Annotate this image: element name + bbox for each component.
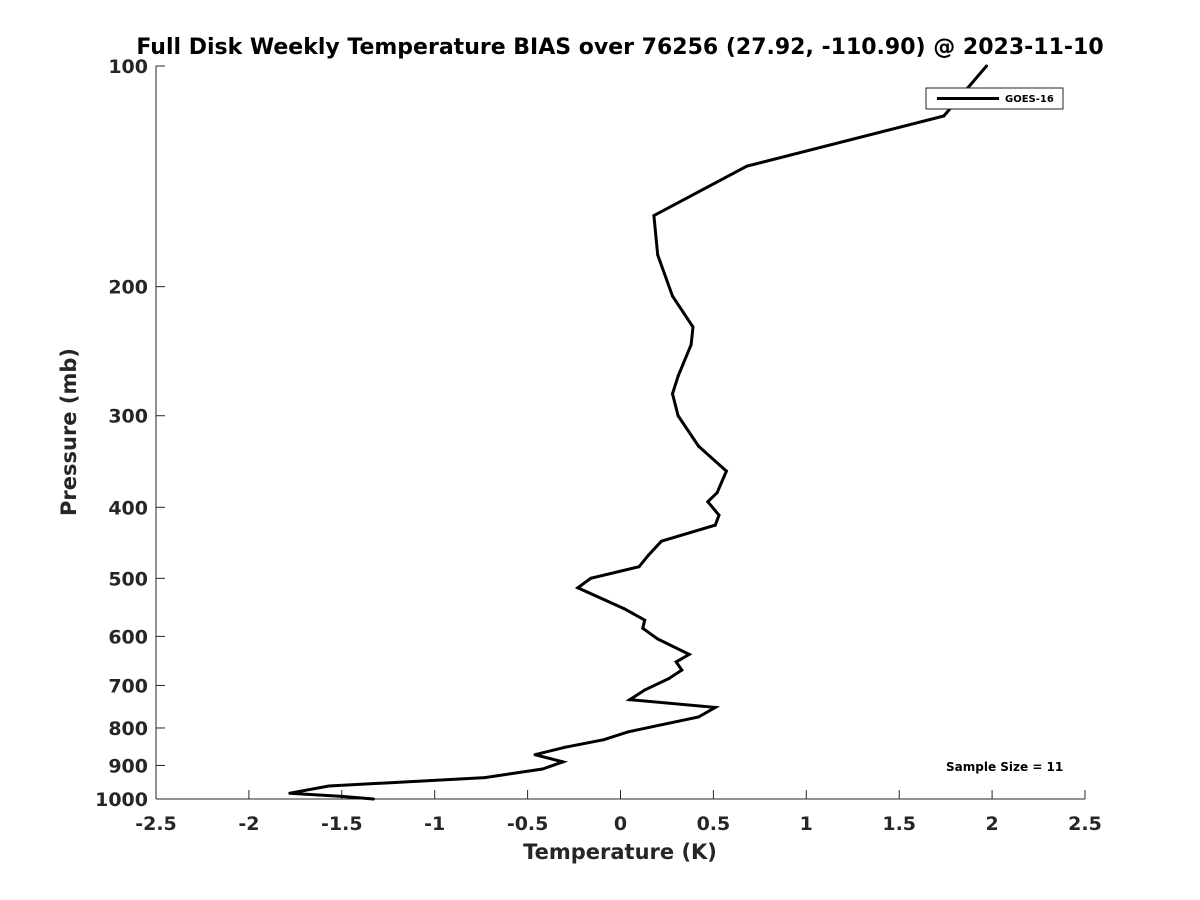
data-point	[697, 715, 700, 719]
x-tick-label: 2	[985, 813, 998, 835]
x-tick-label: 1.5	[882, 813, 916, 835]
data-point	[674, 660, 678, 664]
x-ticks: -2.5 -2 -1.5 -1 -0.5 0 0.5 1 1.5 2 2.5	[135, 790, 1102, 835]
data-point	[656, 637, 660, 641]
data-point	[340, 794, 344, 798]
y-tick-label: 100	[108, 56, 148, 78]
data-point	[561, 760, 565, 764]
y-tick-label: 400	[108, 497, 148, 519]
data-point	[541, 767, 544, 771]
data-point	[697, 444, 700, 448]
data-point	[689, 343, 693, 347]
x-tick-label: -0.5	[507, 813, 549, 835]
data-point	[327, 784, 331, 788]
y-tick-label: 600	[108, 626, 148, 648]
x-tick-label: 1	[800, 813, 813, 835]
data-point	[589, 576, 593, 580]
data-point	[643, 618, 647, 622]
y-tick-label: 500	[108, 568, 148, 590]
data-point	[659, 539, 663, 543]
data-point	[643, 688, 647, 692]
data-point	[706, 500, 710, 504]
x-axis-title: Temperature (K)	[523, 840, 717, 864]
data-points	[288, 64, 988, 801]
y-tick-label: 300	[108, 406, 148, 428]
data-point	[942, 114, 946, 118]
data-point	[717, 513, 721, 517]
data-point	[371, 797, 375, 801]
data-point	[713, 523, 717, 527]
y-tick-label: 200	[108, 277, 148, 299]
data-point	[576, 586, 580, 590]
data-point	[676, 374, 680, 378]
x-tick-label: -1	[424, 813, 445, 835]
chart-title: Full Disk Weekly Temperature BIAS over 7…	[136, 35, 1103, 60]
x-tick-label: 0	[614, 813, 627, 835]
data-point	[691, 325, 695, 329]
data-point	[676, 414, 680, 418]
y-axis-title: Pressure (mb)	[57, 348, 81, 516]
y-tick-label: 800	[108, 718, 148, 740]
data-point	[713, 705, 717, 709]
data-point	[671, 294, 674, 298]
y-tick-label: 1000	[95, 789, 148, 811]
x-tick-label: -1.5	[321, 813, 363, 835]
data-point	[622, 607, 626, 611]
data-point	[656, 253, 660, 257]
data-point	[533, 753, 537, 757]
data-point	[652, 214, 656, 218]
data-point	[641, 626, 645, 630]
data-point	[483, 776, 487, 780]
x-tick-label: -2	[238, 813, 259, 835]
data-point	[626, 730, 630, 734]
data-point	[687, 652, 691, 656]
x-tick-label: -2.5	[135, 813, 177, 835]
data-point	[646, 553, 650, 557]
data-point	[715, 491, 719, 495]
data-point	[288, 791, 292, 795]
data-point	[667, 677, 671, 681]
y-tick-label: 900	[108, 755, 148, 777]
x-tick-label: 2.5	[1068, 813, 1102, 835]
data-point	[563, 745, 567, 749]
y-ticks: 100 200 300 400 500 600 700 800 900 1000	[95, 56, 165, 811]
y-tick-label: 700	[108, 675, 148, 697]
data-point	[628, 698, 632, 702]
data-point	[724, 469, 728, 473]
data-point	[745, 164, 749, 168]
data-point	[671, 392, 674, 396]
legend: GOES-16	[925, 87, 1064, 110]
legend-label-goes16: GOES-16	[1005, 94, 1054, 105]
data-point	[985, 64, 988, 68]
data-point	[637, 565, 641, 569]
data-point	[680, 668, 684, 672]
data-point	[602, 738, 606, 742]
sample-size-annotation: Sample Size = 11	[946, 760, 1063, 774]
x-tick-label: 0.5	[697, 813, 731, 835]
